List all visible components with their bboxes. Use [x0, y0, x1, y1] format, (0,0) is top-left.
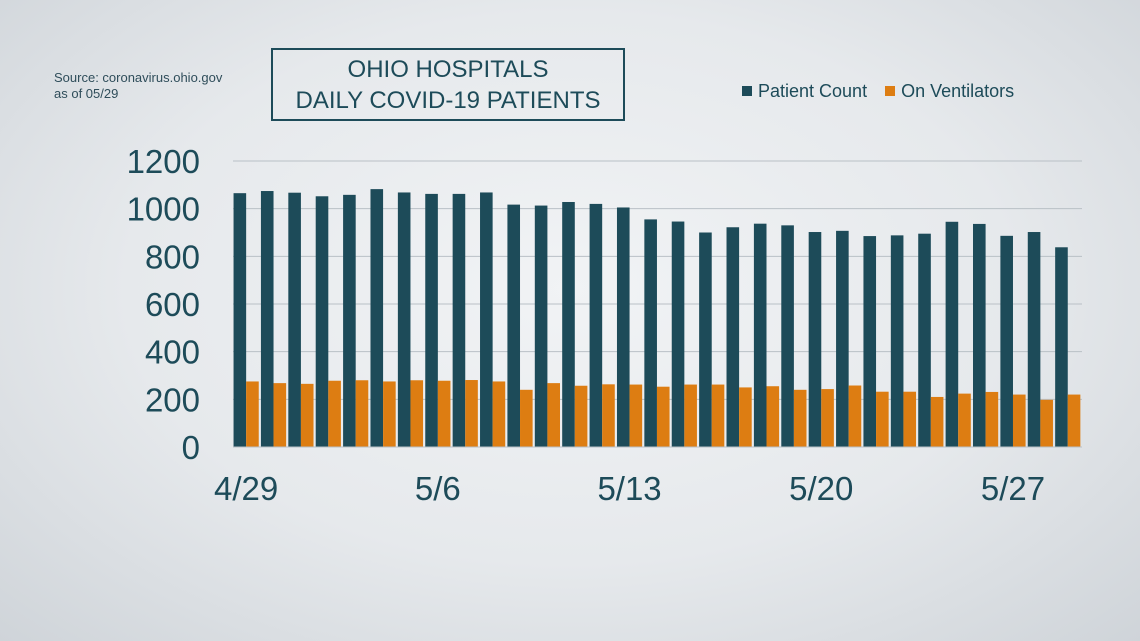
- x-tick-label: 5/13: [597, 470, 661, 507]
- bar-on-ventilators: [739, 387, 752, 447]
- chart-legend: Patient Count On Ventilators: [742, 80, 1032, 102]
- bar-patient-count: [343, 194, 356, 447]
- bar-patient-count: [972, 223, 986, 447]
- bar-patient-count: [480, 192, 493, 447]
- bar-on-ventilators: [629, 384, 643, 447]
- bar-patient-count: [863, 236, 877, 447]
- bar-patient-count: [562, 201, 575, 447]
- bar-patient-count: [836, 230, 849, 447]
- bar-patient-count: [699, 232, 712, 447]
- bar-patient-count: [397, 192, 411, 447]
- bar-on-ventilators: [1067, 394, 1081, 447]
- bar-patient-count: [671, 221, 685, 447]
- bar-on-ventilators: [520, 389, 533, 447]
- bar-patient-count: [370, 189, 384, 447]
- bar-on-ventilators: [930, 396, 944, 447]
- bar-on-ventilators: [246, 381, 259, 447]
- legend-label-on-ventilators: On Ventilators: [901, 80, 1015, 101]
- bar-patient-count: [233, 193, 247, 447]
- bar-patient-count: [726, 227, 740, 447]
- bar-on-ventilators: [300, 383, 314, 447]
- bar-on-ventilators: [383, 381, 396, 447]
- y-tick-label: 200: [145, 381, 200, 418]
- bar-patient-count: [589, 203, 603, 447]
- bar-patient-count: [1055, 247, 1068, 447]
- legend-label-patient-count: Patient Count: [758, 80, 868, 101]
- bar-on-ventilators: [465, 380, 478, 447]
- x-tick-label: 5/27: [981, 470, 1045, 507]
- bar-on-ventilators: [1012, 394, 1026, 447]
- legend-item-patient-count: Patient Count: [742, 81, 867, 102]
- bar-on-ventilators: [684, 384, 697, 447]
- bar-on-ventilators: [574, 385, 588, 447]
- y-tick-label: 0: [182, 429, 200, 466]
- bar-patient-count: [808, 232, 822, 447]
- x-tick-label: 5/20: [789, 470, 853, 507]
- y-tick-label: 400: [145, 334, 200, 371]
- as-of-line: as of 05/29: [54, 86, 119, 101]
- bar-on-ventilators: [958, 393, 971, 447]
- bar-patient-count: [288, 192, 301, 447]
- bar-patient-count: [644, 219, 657, 447]
- x-tick-label: 4/29: [214, 470, 278, 507]
- bar-on-ventilators: [1040, 399, 1053, 447]
- chart-title-box: OHIO HOSPITALS DAILY COVID-19 PATIENTS: [271, 48, 625, 121]
- bar-patient-count: [534, 205, 548, 447]
- bar-on-ventilators: [848, 385, 862, 447]
- bar-on-ventilators: [711, 384, 725, 447]
- bar-on-ventilators: [985, 391, 999, 447]
- bar-on-ventilators: [876, 391, 889, 447]
- bar-on-ventilators: [273, 383, 287, 447]
- bar-on-ventilators: [547, 383, 561, 447]
- bar-patient-count: [315, 196, 329, 447]
- bar-patient-count: [452, 193, 466, 447]
- bar-on-ventilators: [328, 380, 341, 447]
- bar-on-ventilators: [793, 389, 807, 447]
- y-tick-label: 1000: [127, 191, 200, 228]
- bar-patient-count: [425, 193, 438, 447]
- bar-on-ventilators: [355, 380, 369, 447]
- chart-title-line-2: DAILY COVID-19 PATIENTS: [295, 86, 601, 114]
- bar-on-ventilators: [903, 391, 917, 447]
- bar-on-ventilators: [766, 386, 780, 447]
- bar-patient-count: [890, 235, 904, 447]
- bar-on-ventilators: [602, 384, 615, 447]
- bar-on-ventilators: [656, 386, 670, 447]
- legend-swatch-on-ventilators: [885, 86, 896, 96]
- source-note: Source: coronavirus.ohio.gov as of 05/29: [54, 70, 222, 102]
- bar-patient-count: [918, 233, 931, 447]
- y-tick-label: 800: [145, 238, 200, 275]
- legend-swatch-patient-count: [742, 86, 752, 96]
- y-tick-label: 1200: [127, 143, 200, 180]
- bar-patient-count: [507, 204, 521, 447]
- bar-patient-count: [945, 221, 959, 447]
- bar-patient-count: [616, 207, 630, 447]
- bar-on-ventilators: [492, 381, 506, 447]
- bar-on-ventilators: [437, 380, 451, 447]
- bar-patient-count: [260, 191, 274, 447]
- bar-patient-count: [781, 225, 794, 447]
- legend-item-on-ventilators: On Ventilators: [885, 81, 1014, 102]
- chart-title-line-1: OHIO HOSPITALS: [347, 55, 549, 83]
- bar-on-ventilators: [821, 389, 834, 447]
- y-tick-label: 600: [145, 286, 200, 323]
- bar-patient-count: [1027, 232, 1041, 447]
- bar-patient-count: [1000, 235, 1013, 447]
- source-line: Source: coronavirus.ohio.gov: [54, 70, 223, 85]
- bar-on-ventilators: [410, 380, 424, 447]
- x-tick-label: 5/6: [415, 470, 461, 507]
- bar-patient-count: [753, 223, 767, 447]
